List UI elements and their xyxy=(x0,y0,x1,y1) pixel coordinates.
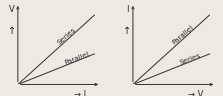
Text: I: I xyxy=(126,5,128,14)
Text: Parallel: Parallel xyxy=(171,24,195,46)
Text: Series: Series xyxy=(178,52,201,65)
Text: ↑: ↑ xyxy=(123,26,131,36)
Text: → I: → I xyxy=(74,90,87,96)
Text: ↑: ↑ xyxy=(8,26,16,36)
Text: Parallel: Parallel xyxy=(63,50,90,65)
Text: → V: → V xyxy=(188,90,203,96)
Text: V: V xyxy=(9,5,15,14)
Text: Series: Series xyxy=(56,27,77,46)
